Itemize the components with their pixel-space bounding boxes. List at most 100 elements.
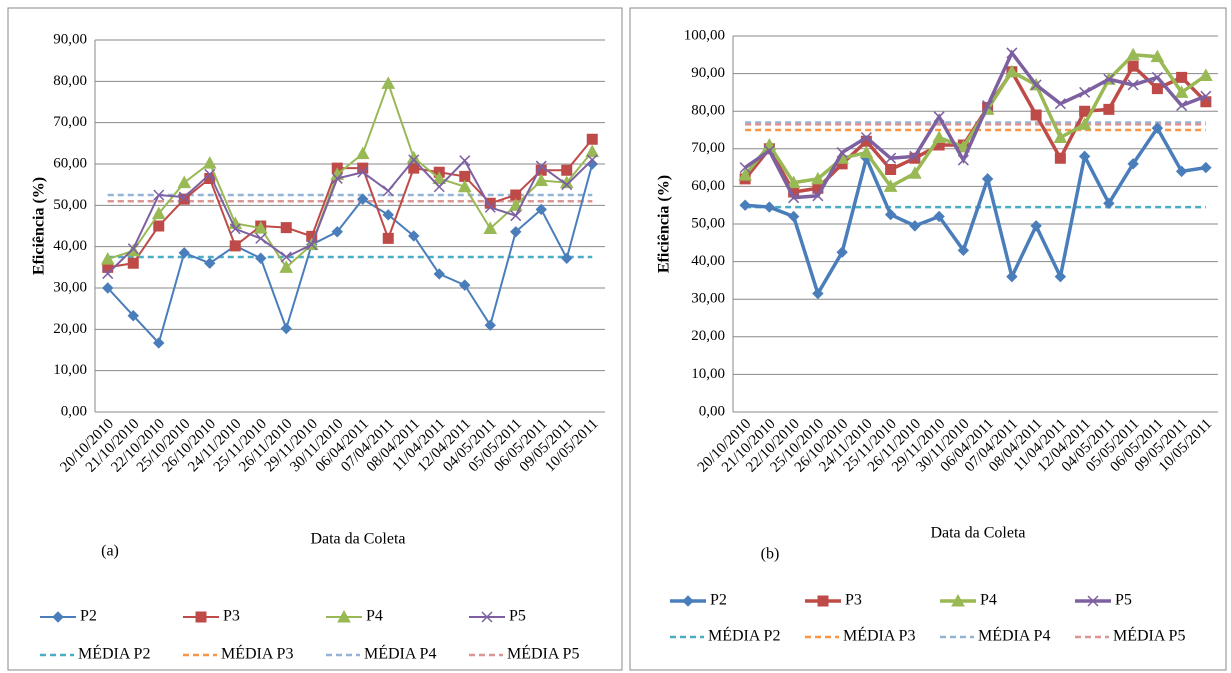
data-point <box>1077 117 1092 130</box>
data-point <box>908 166 922 179</box>
data-point <box>204 257 216 269</box>
data-point <box>836 147 848 159</box>
data-point <box>204 168 216 180</box>
data-point <box>909 150 921 162</box>
data-point <box>885 152 897 164</box>
data-point <box>1176 71 1188 83</box>
y-tick-label: 30,00 <box>691 291 725 307</box>
series-line <box>744 124 1207 298</box>
data-point <box>357 193 369 205</box>
data-point <box>812 287 824 300</box>
legend-marker <box>682 595 694 607</box>
data-point <box>859 145 874 159</box>
y-tick-label: 20,00 <box>53 321 87 337</box>
data-point <box>1151 71 1163 83</box>
legend-label: MÉDIA P3 <box>843 626 915 645</box>
data-point <box>1127 60 1139 72</box>
legend-marker <box>951 593 965 607</box>
data-point <box>510 210 522 222</box>
y-tick-label: 90,00 <box>53 31 87 47</box>
legend-label: P2 <box>80 608 97 625</box>
data-point <box>763 201 776 213</box>
data-point <box>382 232 394 244</box>
y-tick-label: 30,00 <box>53 279 87 295</box>
data-point <box>153 189 165 201</box>
data-point <box>957 154 969 166</box>
y-tick-label: 0,00 <box>699 403 725 419</box>
panel-label: (a) <box>101 543 119 560</box>
y-axis-label: Eficiência (%) <box>656 175 673 273</box>
data-point <box>1126 47 1140 61</box>
legend-label: P3 <box>223 608 240 625</box>
data-point <box>178 191 190 203</box>
data-point <box>127 309 139 322</box>
data-point <box>255 252 267 264</box>
legend-label: P4 <box>980 592 997 609</box>
data-point <box>1174 85 1189 98</box>
data-point <box>932 130 946 144</box>
data-point <box>812 190 824 202</box>
legend-marker <box>481 611 493 623</box>
data-point <box>484 201 496 213</box>
legend-marker <box>52 611 64 623</box>
data-point <box>508 198 523 211</box>
data-point <box>909 220 921 232</box>
y-tick-label: 20,00 <box>691 328 725 344</box>
data-point <box>280 251 292 263</box>
data-point <box>127 243 139 255</box>
y-tick-label: 90,00 <box>691 65 725 81</box>
data-point <box>484 319 496 331</box>
data-point <box>981 173 994 185</box>
data-point <box>1199 68 1213 81</box>
y-tick-label: 40,00 <box>53 238 87 254</box>
data-point <box>788 192 800 204</box>
data-point <box>355 146 370 160</box>
y-tick-label: 60,00 <box>691 178 725 194</box>
data-point <box>836 246 848 258</box>
data-point <box>982 100 994 112</box>
data-point <box>884 208 897 221</box>
data-point <box>1127 158 1139 170</box>
legend-marker <box>195 611 207 623</box>
data-point <box>883 179 898 192</box>
data-point <box>1054 152 1066 164</box>
data-point <box>1200 161 1212 174</box>
data-point <box>1053 130 1068 144</box>
data-point <box>280 222 292 234</box>
data-point <box>1030 79 1042 91</box>
data-point <box>177 175 192 189</box>
data-point <box>280 322 292 335</box>
data-point <box>1030 109 1042 121</box>
legend-label: MÉDIA P2 <box>708 626 780 645</box>
data-point <box>786 175 801 189</box>
series-line <box>107 163 594 345</box>
y-tick-label: 80,00 <box>691 103 725 119</box>
data-point <box>585 144 600 158</box>
legend-label: P4 <box>366 608 383 625</box>
data-point <box>811 171 825 185</box>
data-point <box>1054 270 1067 283</box>
data-point <box>1078 150 1091 163</box>
legend-label: MÉDIA P2 <box>78 644 150 663</box>
data-point <box>586 133 598 145</box>
data-point <box>229 223 241 235</box>
data-point <box>127 257 139 269</box>
series-line <box>743 52 1207 189</box>
data-point <box>1103 73 1115 85</box>
data-point <box>381 76 396 89</box>
data-point <box>561 252 573 264</box>
data-point <box>153 337 165 349</box>
data-point <box>100 252 115 265</box>
x-axis-label: Data da Coleta <box>310 531 405 548</box>
legend-label: MÉDIA P5 <box>1113 626 1185 645</box>
data-point <box>763 145 775 157</box>
data-point <box>1006 270 1018 283</box>
x-axis-label: Data da Coleta <box>930 525 1025 542</box>
data-point <box>255 232 267 244</box>
y-tick-label: 70,00 <box>691 140 725 156</box>
legend-label: MÉDIA P3 <box>221 644 293 663</box>
data-point <box>457 179 472 193</box>
y-tick-label: 50,00 <box>53 197 87 213</box>
data-point <box>1175 165 1188 178</box>
data-point <box>202 156 217 169</box>
